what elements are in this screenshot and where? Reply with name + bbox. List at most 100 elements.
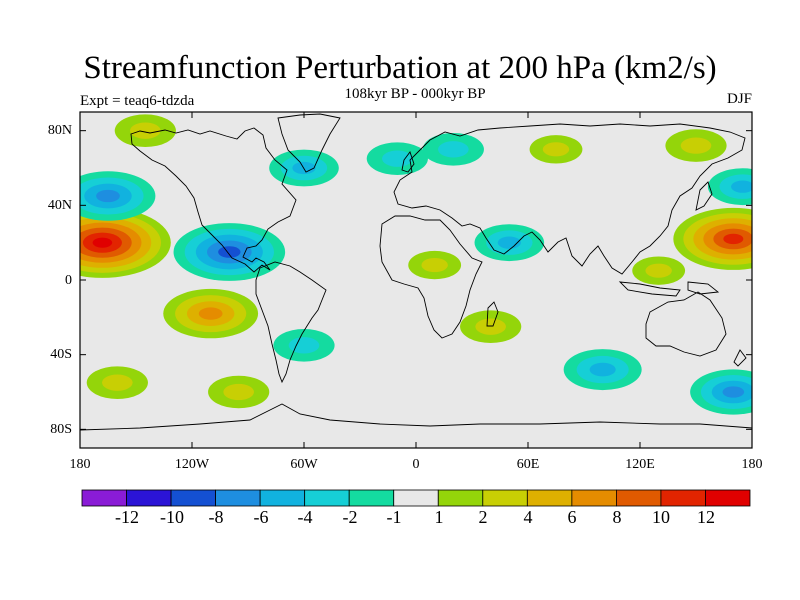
contour-blob xyxy=(163,288,259,339)
contour-band xyxy=(722,386,745,398)
colorbar-swatch xyxy=(393,489,439,507)
colorbar-label: -8 xyxy=(208,507,224,527)
contour-band xyxy=(723,233,744,245)
coast-new-zealand xyxy=(733,349,747,367)
contour-band xyxy=(102,374,133,391)
contour-band xyxy=(96,189,120,203)
colorbar-label: -12 xyxy=(115,507,139,527)
colorbar-label: -2 xyxy=(342,507,358,527)
lat-label: 40N xyxy=(47,198,72,213)
colorbar-label: 2 xyxy=(478,507,488,527)
coast-africa xyxy=(379,215,483,339)
lat-label: 80S xyxy=(50,422,72,437)
contour-blob xyxy=(474,224,545,262)
contour-blob xyxy=(114,114,176,147)
contour-blob xyxy=(632,256,686,285)
lon-label: 120W xyxy=(174,457,210,472)
contour-band xyxy=(288,337,320,354)
lon-label: 60E xyxy=(516,457,540,472)
contour-band xyxy=(589,362,616,377)
lon-label: 180 xyxy=(741,457,763,472)
contour-band xyxy=(497,236,521,249)
contour-blob xyxy=(80,207,171,278)
colorbar-swatch xyxy=(616,489,662,507)
colorbar-label: -10 xyxy=(160,507,184,527)
axis-ticks xyxy=(79,112,753,448)
colorbar-swatch xyxy=(81,489,127,507)
contour-blob xyxy=(273,329,335,362)
coast-south-america xyxy=(255,261,327,384)
colorbar-label: 1 xyxy=(434,507,444,527)
contour-band xyxy=(731,180,752,193)
contour-band xyxy=(218,246,241,258)
contour-band xyxy=(223,383,254,401)
colorbar-swatch xyxy=(660,489,706,507)
contour-blob xyxy=(366,142,428,175)
chart-subtitle: 108kyr BP - 000kyr BP xyxy=(344,86,486,102)
colorbar-swatch xyxy=(304,489,350,507)
colorbar-swatch xyxy=(526,489,573,507)
contour-blob xyxy=(408,250,462,280)
colorbar-label: 12 xyxy=(697,507,715,527)
coast-japan xyxy=(695,181,713,211)
contour-blob xyxy=(563,349,642,391)
chart-title: Streamfunction Perturbation at 200 hPa (… xyxy=(83,50,717,86)
lat-label: 40S xyxy=(50,347,72,362)
contour-band xyxy=(645,263,672,278)
contour-blob xyxy=(707,168,752,206)
contour-blob xyxy=(86,366,148,399)
contour-band xyxy=(421,257,448,273)
colorbar-swatch xyxy=(482,489,528,507)
contour-blob xyxy=(673,207,752,270)
colorbar-swatch xyxy=(348,489,395,507)
coastlines xyxy=(80,113,752,431)
coast-eurasia xyxy=(393,123,746,275)
lon-label: 60W xyxy=(290,457,318,472)
contour-blob xyxy=(80,171,156,221)
contour-band xyxy=(198,307,223,320)
contour-blob xyxy=(690,369,752,415)
coast-new-guinea xyxy=(687,281,720,295)
contour-band xyxy=(438,141,469,158)
colorbar-label: 10 xyxy=(652,507,670,527)
contour-band xyxy=(130,122,161,139)
coast-indonesia xyxy=(618,281,681,297)
coast-antarctica xyxy=(80,403,752,431)
colorbar-label: -4 xyxy=(297,507,313,527)
contour-blob xyxy=(665,129,727,162)
colorbar-label: 4 xyxy=(523,507,533,527)
colorbar-swatch xyxy=(126,489,172,507)
colorbar-label: -6 xyxy=(253,507,269,527)
experiment-label: Expt = teaq6-tdzda xyxy=(80,93,195,109)
colorbar-label: -1 xyxy=(386,507,402,527)
colorbar-swatch xyxy=(705,489,751,507)
colorbar-swatch xyxy=(170,489,216,507)
colorbar-swatch xyxy=(215,489,261,507)
lon-label: 0 xyxy=(412,457,420,472)
coast-australia xyxy=(645,291,727,357)
coast-madagascar xyxy=(486,301,499,327)
colorbar-swatch xyxy=(437,489,484,507)
contour-band xyxy=(680,137,712,154)
contour-blob xyxy=(208,375,270,409)
contour-blob xyxy=(460,310,522,343)
coast-north-america xyxy=(130,127,297,273)
colorbar-swatch xyxy=(259,489,306,507)
colorbar xyxy=(81,489,751,507)
contour-field xyxy=(80,114,752,415)
lon-label: 120E xyxy=(625,457,655,472)
contour-blob xyxy=(173,223,286,281)
contour-band xyxy=(542,142,570,157)
coast-greenland xyxy=(277,113,341,173)
contour-blob xyxy=(529,135,583,164)
coast-uk xyxy=(401,151,415,173)
colorbar-label: 6 xyxy=(567,507,577,527)
season-label: DJF xyxy=(726,91,752,107)
colorbar-label: 8 xyxy=(612,507,622,527)
lat-label: 0 xyxy=(65,273,72,288)
contour-blob xyxy=(422,133,484,166)
contour-band xyxy=(475,318,506,335)
lon-label: 180 xyxy=(69,457,91,472)
